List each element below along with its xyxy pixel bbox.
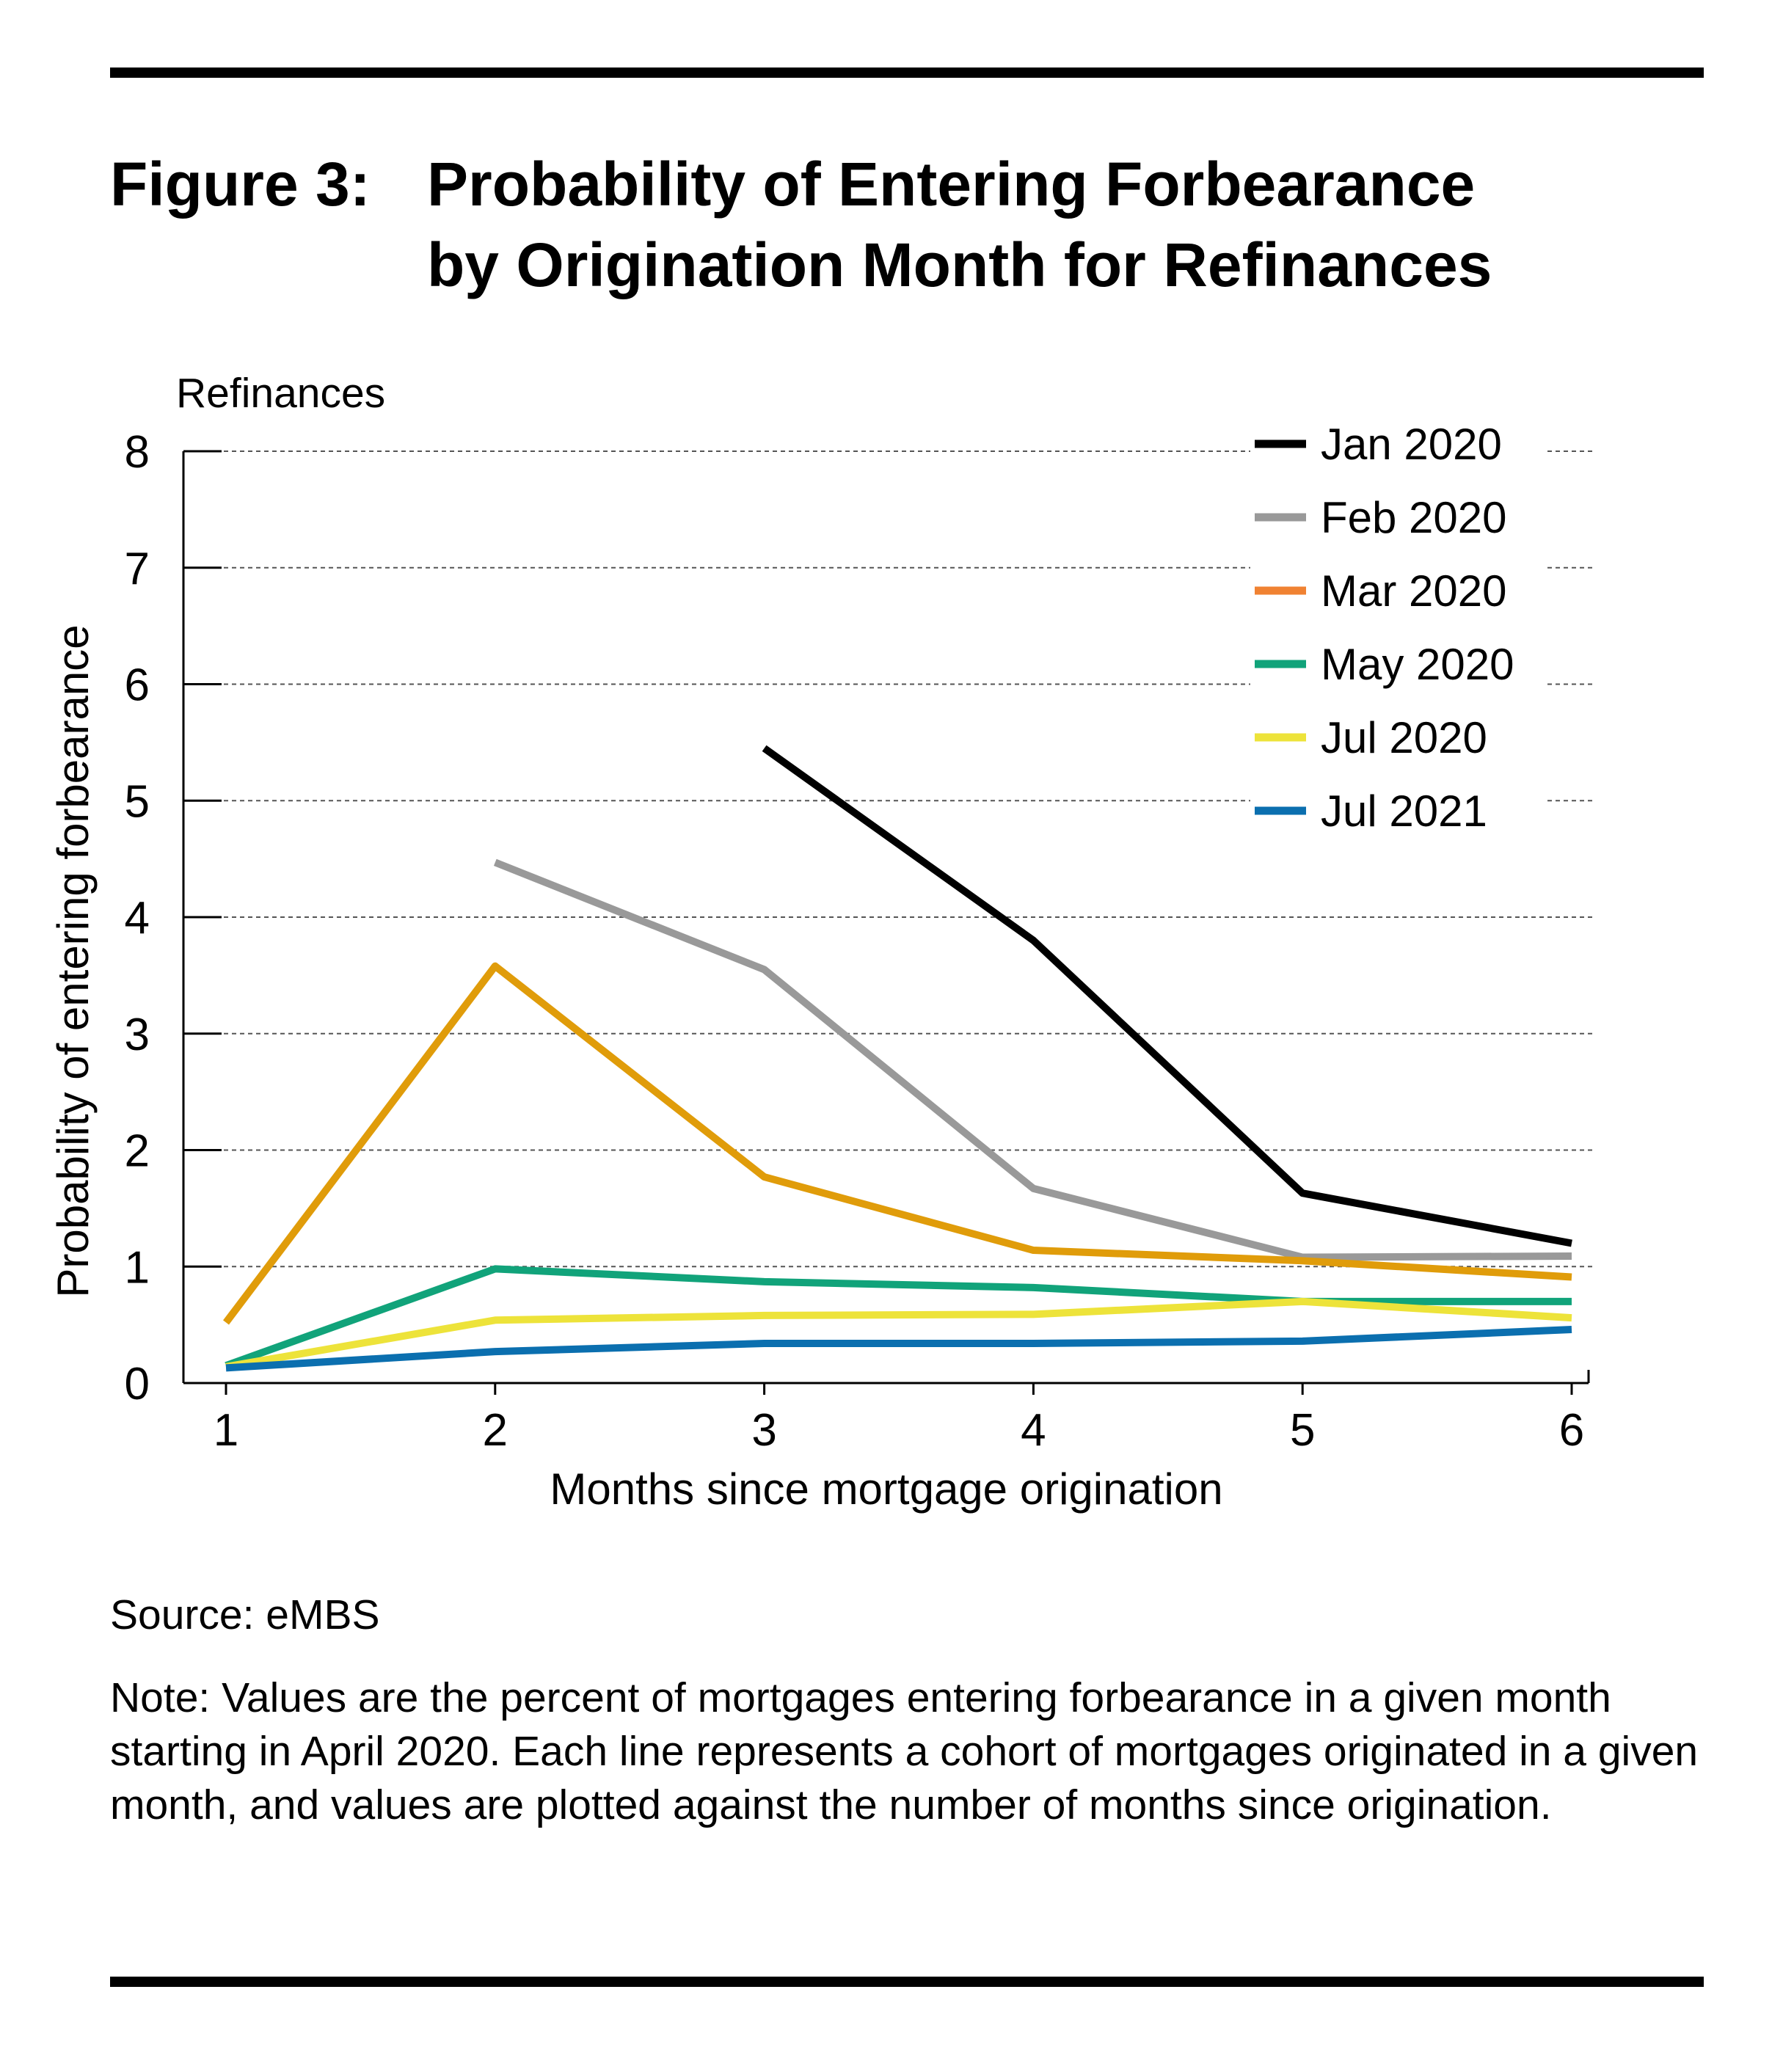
y-tick-label: 2 xyxy=(125,1126,150,1177)
series-line-jan-2020 xyxy=(762,745,1572,1247)
legend-label: Feb 2020 xyxy=(1321,493,1507,542)
y-axis-label: Probability of entering forbearance xyxy=(48,624,98,1297)
legend-bg xyxy=(1250,482,1544,539)
legend-label: Jul 2020 xyxy=(1321,713,1487,762)
figure-title-text: Probability of Entering Forbearance by O… xyxy=(427,144,1601,305)
x-tick-label: 1 xyxy=(214,1405,238,1456)
series-line-mar-2020 xyxy=(223,962,1572,1325)
legend-bg xyxy=(1250,776,1544,833)
y-tick-label: 1 xyxy=(125,1242,150,1293)
x-tick-label: 2 xyxy=(483,1405,508,1456)
figure-title-line-1: Probability of Entering Forbearance xyxy=(427,150,1476,219)
legend-bg xyxy=(1250,555,1544,613)
line-chart: 0 1 2 3 4 5 6 7 8 1 2 3 4 5 6 Refinances Months since mo… xyxy=(48,370,1596,1514)
series-line-jul-2021 xyxy=(225,1325,1572,1372)
x-axis-label: Months since mortgage origination xyxy=(550,1464,1222,1514)
y-tick-label: 6 xyxy=(125,660,150,711)
series-line-feb-2020 xyxy=(493,858,1572,1261)
y-tick-label: 5 xyxy=(125,776,150,827)
note-text: Note: Values are the percent of mortgage… xyxy=(110,1674,1699,1828)
series-line-jul-2020 xyxy=(225,1297,1572,1371)
y-tick-label: 3 xyxy=(125,1010,150,1060)
legend-bg xyxy=(1250,629,1544,686)
x-tick-label: 3 xyxy=(751,1405,776,1456)
bottom-rule xyxy=(110,1977,1704,1987)
y-tick-label: 8 xyxy=(125,427,150,478)
x-tick-label: 4 xyxy=(1021,1405,1046,1456)
figure-label: Figure 3: xyxy=(110,150,371,219)
y-tick-label: 0 xyxy=(125,1359,150,1409)
legend-label: Jul 2021 xyxy=(1321,787,1487,836)
source-text: Source: eMBS xyxy=(110,1591,380,1638)
chart-subtitle: Refinances xyxy=(176,370,385,417)
legend-label: Jan 2020 xyxy=(1321,420,1502,469)
legend-bg xyxy=(1250,702,1544,759)
legend-label: May 2020 xyxy=(1321,640,1514,689)
y-tick-label: 4 xyxy=(125,893,150,944)
figure-title-line-2: by Origination Month for Refinances xyxy=(427,230,1492,299)
x-tick-label: 5 xyxy=(1290,1405,1315,1456)
y-tick-label: 7 xyxy=(125,544,150,594)
legend-bg xyxy=(1250,409,1544,466)
legend-label: Mar 2020 xyxy=(1321,566,1506,616)
x-tick-label: 6 xyxy=(1559,1405,1584,1456)
top-rule xyxy=(110,68,1704,78)
